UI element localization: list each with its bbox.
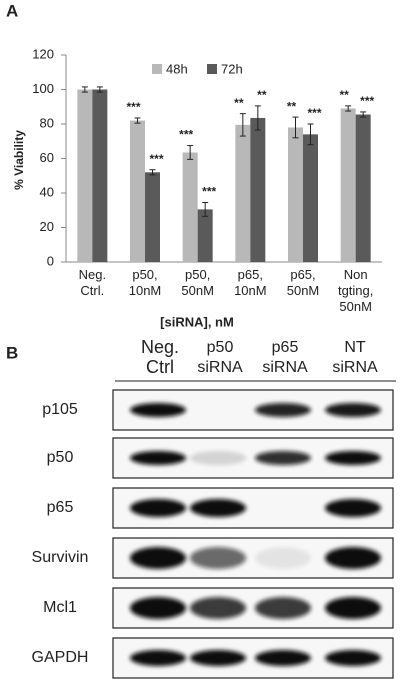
significance-label: *** bbox=[179, 128, 193, 142]
blot-band bbox=[130, 650, 186, 666]
bar bbox=[77, 89, 93, 262]
blot-band bbox=[190, 451, 246, 465]
bar bbox=[197, 209, 213, 262]
row-label: Mcl1 bbox=[43, 599, 77, 616]
panel-label: A bbox=[6, 1, 18, 20]
blot-band bbox=[190, 597, 246, 619]
y-tick-label: 20 bbox=[40, 219, 54, 234]
y-tick-label: 40 bbox=[40, 184, 54, 199]
blot-band bbox=[190, 650, 246, 666]
blot-band bbox=[325, 499, 381, 517]
bar bbox=[250, 117, 266, 263]
y-tick-label: 0 bbox=[47, 253, 54, 268]
column-label: p65 siRNA bbox=[262, 339, 308, 376]
blot-band bbox=[190, 499, 246, 517]
row-label: Survivin bbox=[32, 549, 89, 566]
error-bar bbox=[202, 201, 209, 217]
significance-label: *** bbox=[307, 106, 321, 120]
bar bbox=[303, 134, 318, 262]
bar bbox=[145, 172, 160, 262]
legend-swatch bbox=[207, 64, 217, 74]
error-bar bbox=[96, 86, 103, 93]
row-label: p50 bbox=[47, 449, 74, 466]
blot-band bbox=[255, 403, 311, 417]
blot-band bbox=[255, 451, 311, 465]
legend-label: 72h bbox=[221, 61, 243, 76]
y-tick-label: 80 bbox=[40, 115, 54, 130]
row-label: p105 bbox=[42, 401, 78, 418]
significance-label: *** bbox=[202, 185, 216, 199]
significance-label: *** bbox=[360, 94, 374, 108]
error-bar bbox=[187, 145, 194, 160]
y-tick-label: 60 bbox=[40, 150, 54, 165]
legend-swatch bbox=[152, 64, 162, 74]
blot-band bbox=[130, 403, 186, 417]
x-tick-label: Non tgting, 50nM bbox=[338, 267, 373, 314]
bar bbox=[130, 120, 145, 262]
column-label: p50 siRNA bbox=[197, 339, 243, 376]
error-bar bbox=[81, 86, 88, 93]
x-tick-label: p65, 50nM bbox=[287, 267, 320, 298]
legend-label: 48h bbox=[166, 61, 188, 76]
blot-band bbox=[325, 597, 381, 619]
column-label: Neg. Ctrl bbox=[141, 337, 179, 377]
blot-band bbox=[255, 650, 311, 666]
bar bbox=[288, 127, 303, 262]
y-tick-label: 120 bbox=[32, 46, 54, 61]
bar bbox=[92, 89, 108, 262]
blot-band bbox=[130, 499, 186, 517]
x-tick-label: p65, 10nM bbox=[234, 267, 267, 298]
bar bbox=[355, 114, 371, 262]
y-tick-label: 100 bbox=[32, 81, 54, 96]
x-tick-label: p50, 10nM bbox=[129, 267, 162, 298]
error-bar bbox=[360, 111, 367, 118]
row-label: p65 bbox=[47, 499, 74, 516]
significance-label: *** bbox=[149, 152, 163, 166]
blot-band bbox=[325, 451, 381, 465]
error-bar bbox=[345, 105, 352, 112]
blot-band bbox=[325, 403, 381, 417]
x-tick-label: p50, 50nM bbox=[181, 267, 214, 298]
y-axis-label: % Viability bbox=[12, 130, 26, 190]
error-bar bbox=[149, 169, 156, 176]
error-bar bbox=[307, 123, 314, 146]
panel-label: B bbox=[6, 343, 18, 362]
blot-band bbox=[255, 597, 311, 619]
blot-band bbox=[325, 547, 381, 569]
error-bar bbox=[239, 113, 246, 137]
error-bar bbox=[134, 117, 141, 124]
error-bar bbox=[292, 116, 299, 139]
significance-label: *** bbox=[126, 100, 140, 114]
significance-label: ** bbox=[287, 99, 297, 113]
blot-band bbox=[255, 547, 311, 569]
blot-band bbox=[130, 547, 186, 569]
blot-band bbox=[325, 650, 381, 666]
error-bar bbox=[254, 105, 261, 131]
bar bbox=[235, 124, 251, 262]
bar bbox=[182, 152, 198, 262]
bar bbox=[340, 108, 356, 262]
blot-band bbox=[130, 451, 186, 465]
x-tick-label: Neg. Ctrl. bbox=[79, 267, 106, 298]
column-label: NT siRNA bbox=[332, 339, 378, 376]
blot-band bbox=[130, 597, 186, 619]
significance-label: ** bbox=[257, 88, 267, 102]
x-axis-label: [siRNA], nM bbox=[160, 314, 234, 329]
significance-label: ** bbox=[339, 88, 349, 102]
significance-label: ** bbox=[234, 96, 244, 110]
row-label: GAPDH bbox=[32, 649, 89, 666]
blot-band bbox=[190, 547, 246, 569]
